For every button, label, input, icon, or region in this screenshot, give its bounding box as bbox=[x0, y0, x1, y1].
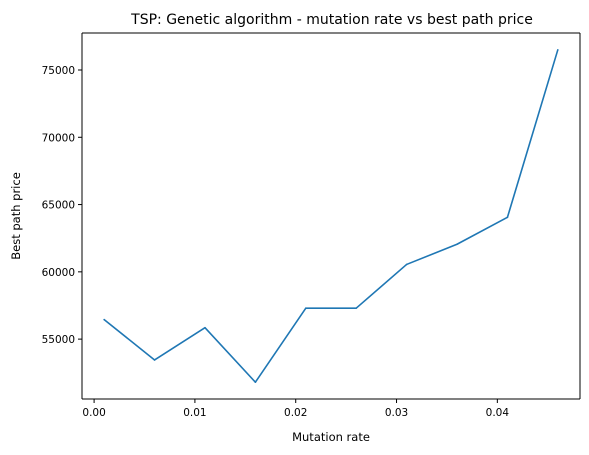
x-tick-label: 0.01 bbox=[183, 407, 206, 419]
data-point bbox=[304, 307, 307, 309]
y-tick-label: 55000 bbox=[42, 334, 75, 346]
data-point bbox=[153, 359, 156, 361]
data-point bbox=[557, 49, 559, 51]
x-tick-label: 0.03 bbox=[385, 407, 408, 419]
x-tick-label: 0.02 bbox=[284, 407, 307, 419]
x-tick-label: 0.04 bbox=[486, 407, 510, 419]
chart-title: TSP: Genetic algorithm - mutation rate v… bbox=[130, 12, 533, 28]
y-axis: 55000 60000 65000 70000 75000 bbox=[42, 65, 82, 346]
series-line-0 bbox=[103, 49, 559, 383]
y-tick-label: 70000 bbox=[42, 132, 75, 144]
y-tick-label: 60000 bbox=[42, 267, 75, 279]
data-point bbox=[103, 318, 105, 321]
series-layer bbox=[103, 49, 559, 383]
data-point bbox=[355, 307, 358, 309]
data-point bbox=[254, 381, 257, 383]
x-tick-label: 0.00 bbox=[82, 407, 105, 419]
data-point bbox=[204, 326, 206, 329]
plot-area bbox=[82, 33, 580, 399]
y-tick-label: 75000 bbox=[42, 65, 75, 77]
data-point bbox=[506, 216, 509, 219]
data-point bbox=[405, 263, 408, 266]
x-axis-label: Mutation rate bbox=[292, 430, 370, 444]
y-axis-label: Best path price bbox=[9, 172, 23, 260]
y-tick-label: 65000 bbox=[42, 200, 75, 212]
x-axis: 0.00 0.01 0.02 0.03 0.04 bbox=[82, 399, 509, 419]
data-point bbox=[456, 243, 458, 246]
